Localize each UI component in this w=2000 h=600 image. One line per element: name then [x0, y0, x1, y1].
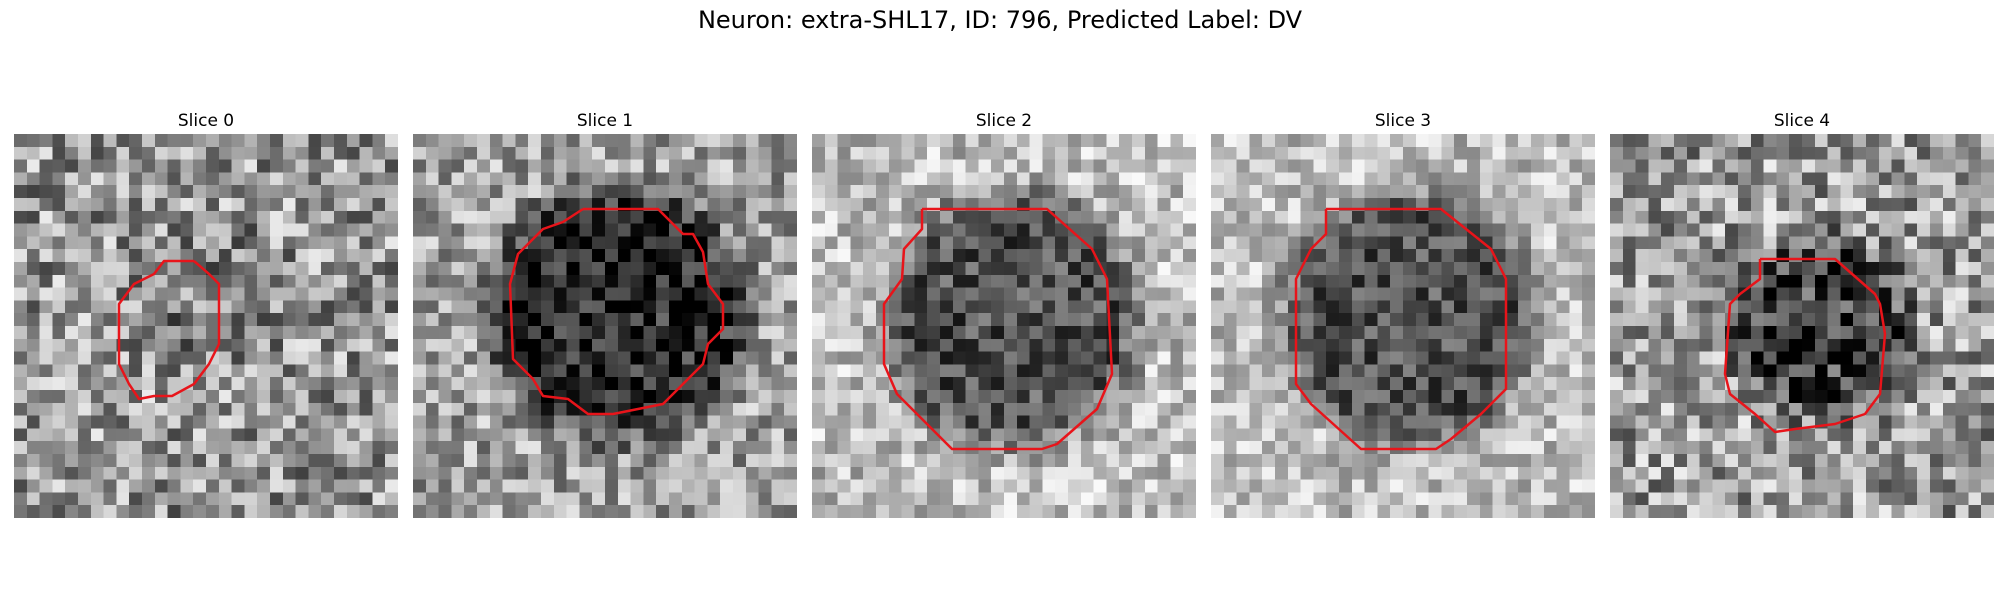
- roi-contour: [508, 207, 725, 416]
- slice-panel-0: Slice 0: [14, 108, 398, 518]
- roi-contour: [117, 259, 221, 401]
- slice-image: [14, 134, 398, 518]
- slice-panel-4: Slice 4: [1610, 108, 1994, 518]
- slice-panel-1: Slice 1: [413, 108, 797, 518]
- roi-contour: [1294, 207, 1508, 451]
- slice-title: Slice 4: [1773, 111, 1831, 131]
- slice-image: [1610, 134, 1994, 518]
- roi-contour: [1723, 257, 1887, 434]
- slice-title: Slice 0: [177, 111, 235, 131]
- slice-panel-2: Slice 2: [812, 108, 1196, 518]
- slice-panel-3: Slice 3: [1211, 108, 1595, 518]
- slice-title: Slice 3: [1374, 111, 1432, 131]
- slice-title: Slice 1: [576, 111, 634, 131]
- slice-image: [812, 134, 1196, 518]
- slice-title: Slice 2: [975, 111, 1033, 131]
- slice-image: [413, 134, 797, 518]
- slice-image: [1211, 134, 1595, 518]
- roi-contour: [882, 207, 1114, 451]
- figure-title: Neuron: extra-SHL17, ID: 796, Predicted …: [697, 6, 1303, 34]
